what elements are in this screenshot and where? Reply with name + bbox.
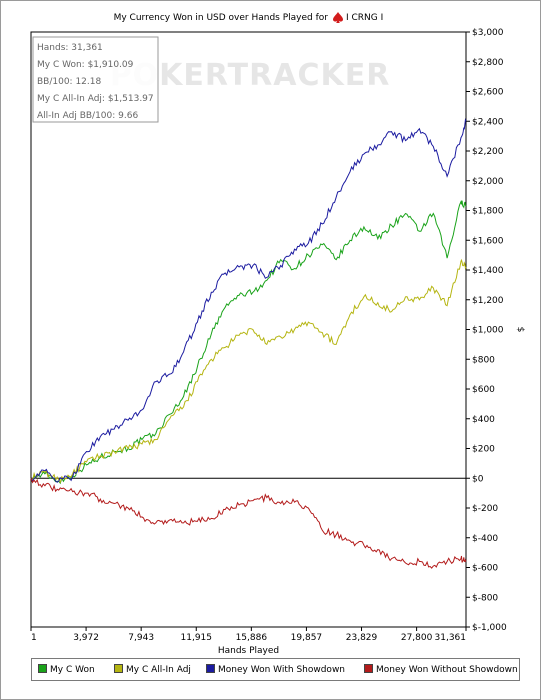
player-name: I CRNG I (346, 13, 383, 23)
x-tick-label: 7,943 (128, 633, 154, 643)
y-tick-label: $800 (472, 355, 495, 365)
series-line-money-won-without-showdown (30, 478, 467, 569)
y-tick-label: $1,600 (472, 236, 504, 246)
x-tick-label: 19,857 (291, 633, 323, 643)
y-tick-label: $2,400 (472, 117, 504, 127)
x-tick-label: 15,886 (236, 633, 268, 643)
legend-label: My C Won (50, 665, 95, 675)
legend-item-my-c-won: My C Won (38, 664, 95, 675)
series-line-money-won-with-showdown (30, 118, 467, 483)
legend-item-money-won-with-showdown: Money Won With Showdown (206, 664, 345, 675)
x-tick-label: 31,361 (435, 633, 467, 643)
y-tick-label: $3,000 (472, 28, 504, 38)
stats-line: My C All-In Adj: $1,513.97 (37, 94, 154, 104)
y-tick-label: $-200 (472, 504, 498, 514)
y-tick-label: $400 (472, 415, 495, 425)
y-tick-label: $600 (472, 385, 495, 395)
legend-item-money-won-without-showdown: Money Won Without Showdown (364, 664, 518, 675)
legend-swatch (114, 664, 123, 673)
y-tick-label: $2,000 (472, 177, 504, 187)
stats-line: BB/100: 12.18 (37, 77, 101, 87)
y-tick-label: $1,200 (472, 296, 504, 306)
x-tick-label: 11,915 (181, 633, 213, 643)
stats-line: My C Won: $1,910.09 (37, 60, 134, 70)
poker-spade-icon (333, 12, 343, 23)
legend-swatch (38, 664, 47, 673)
y-tick-label: $0 (472, 474, 484, 484)
y-tick-label: $1,800 (472, 207, 504, 217)
legend-swatch (206, 664, 215, 673)
y-tick-label: $2,600 (472, 88, 504, 98)
spade-shape (333, 12, 343, 23)
y-tick-label: $-600 (472, 564, 498, 574)
chart-title: My Currency Won in USD over Hands Played… (114, 12, 383, 23)
x-tick-label: 3,972 (73, 633, 99, 643)
y-tick-label: $2,800 (472, 58, 504, 68)
legend-label: My C All-In Adj (126, 665, 191, 675)
y-axis-label: $ (515, 327, 525, 333)
x-tick-label: 27,800 (401, 633, 433, 643)
legend-item-my-c-all-in-adj: My C All-In Adj (114, 664, 191, 675)
y-tick-label: $-800 (472, 593, 498, 603)
x-tick-label: 23,829 (346, 633, 378, 643)
y-tick-label: $200 (472, 445, 495, 455)
stats-line: Hands: 31,361 (37, 43, 103, 53)
series-line-my-c-all-in-adj (30, 258, 467, 484)
x-tick-label: 1 (31, 633, 37, 643)
legend-swatch (364, 664, 373, 673)
chart-title-text: My Currency Won in USD over Hands Played… (114, 13, 329, 23)
stats-box-bg (32, 36, 159, 123)
y-tick-label: $-400 (472, 534, 498, 544)
y-tick-label: $1,400 (472, 266, 504, 276)
y-tick-label: $2,200 (472, 147, 504, 157)
stats-line: All-In Adj BB/100: 9.66 (37, 111, 138, 121)
y-tick-label: $-1,000 (472, 623, 507, 633)
legend-label: Money Won Without Showdown (376, 665, 518, 675)
series-line-my-c-won (30, 199, 467, 485)
stats-box: Hands: 31,361 My C Won: $1,910.09 BB/100: … (32, 36, 159, 123)
legend-label: Money Won With Showdown (218, 665, 346, 675)
legend: My C Won My C All-In Adj Money Won With … (31, 658, 520, 681)
x-axis-label: Hands Played (218, 646, 279, 656)
y-tick-label: $1,000 (472, 326, 504, 336)
